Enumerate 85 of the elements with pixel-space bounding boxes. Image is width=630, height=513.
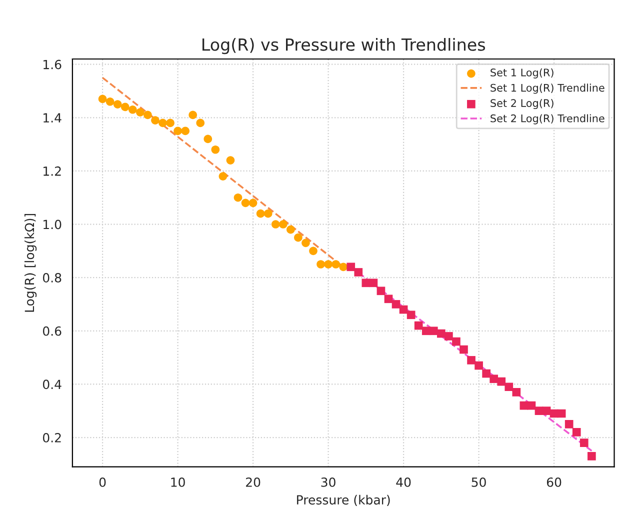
- point: [490, 374, 498, 384]
- point: [354, 268, 363, 276]
- point: [158, 118, 167, 128]
- point: [181, 126, 190, 136]
- y-tick-label: 1.0: [44, 220, 62, 230]
- point: [534, 406, 544, 416]
- point: [309, 246, 318, 256]
- point: [437, 329, 446, 338]
- point: [504, 382, 514, 392]
- point: [174, 126, 182, 136]
- point: [166, 118, 174, 128]
- point: [362, 278, 370, 288]
- point: [144, 110, 152, 120]
- point: [271, 220, 280, 228]
- point: [346, 262, 356, 272]
- point: [316, 260, 325, 268]
- legend-label: Set 2 Log(R) Trendline: [490, 114, 604, 124]
- x-tick-label: 50: [472, 477, 486, 487]
- point: [414, 321, 423, 330]
- legend-label: Set 1 Log(R) Trendline: [490, 84, 604, 94]
- point: [106, 97, 114, 106]
- point: [392, 300, 400, 308]
- point: [557, 409, 566, 418]
- point: [339, 262, 348, 272]
- point: [444, 332, 453, 340]
- point: [384, 294, 393, 304]
- point: [376, 286, 386, 296]
- point: [429, 326, 438, 336]
- point: [512, 388, 521, 396]
- point: [113, 100, 122, 108]
- y-tick-label: 0.2: [42, 432, 61, 442]
- y-axis-title: Log(R) [log(kΩ)]: [24, 214, 37, 312]
- point: [151, 116, 160, 124]
- point: [234, 193, 242, 202]
- point: [286, 225, 295, 234]
- point: [204, 134, 212, 144]
- x-axis-title: Pressure (kbar): [297, 494, 390, 506]
- point: [256, 209, 265, 218]
- x-tick-label: 10: [171, 477, 185, 487]
- point: [332, 260, 340, 268]
- point: [564, 420, 574, 428]
- point: [497, 377, 506, 386]
- point: [226, 156, 235, 164]
- y-tick-label: 0.8: [42, 273, 62, 282]
- point: [406, 310, 416, 320]
- point: [136, 108, 144, 116]
- x-tick-label: 30: [321, 477, 336, 487]
- point: [399, 305, 408, 314]
- point: [294, 233, 302, 242]
- point: [278, 220, 288, 228]
- y-tick-label: 1.4: [44, 113, 62, 122]
- point: [460, 345, 468, 354]
- point: [482, 369, 490, 378]
- y-tick-label: 0.4: [42, 380, 62, 390]
- y-tick-label: 1.2: [44, 166, 61, 176]
- point: [128, 105, 137, 114]
- legend-label: Set 1 Log(R): [490, 68, 554, 78]
- y-tick-label: 0.6: [42, 326, 62, 336]
- point: [369, 278, 378, 288]
- point: [196, 118, 205, 128]
- point: [452, 337, 460, 346]
- point: [211, 145, 220, 154]
- chart-title: Log(R) vs Pressure with Trendlines: [202, 38, 486, 54]
- point: [324, 260, 332, 268]
- point: [302, 238, 310, 248]
- point: [98, 94, 107, 104]
- point: [218, 172, 228, 180]
- point: [572, 428, 581, 436]
- x-tick-label: 20: [246, 477, 260, 487]
- point: [474, 361, 483, 370]
- point: [588, 452, 596, 460]
- point: [467, 356, 476, 364]
- point: [188, 110, 198, 120]
- point: [248, 198, 258, 208]
- point: [527, 401, 536, 410]
- point: [542, 406, 551, 416]
- point: [580, 438, 588, 448]
- point: [264, 209, 272, 218]
- legend-label: Set 2 Log(R): [490, 98, 554, 110]
- y-tick-label: 1.6: [44, 60, 62, 70]
- x-tick-label: 60: [546, 477, 562, 487]
- x-tick-label: 40: [396, 477, 411, 487]
- point: [120, 102, 130, 112]
- point: [241, 198, 250, 208]
- x-tick-label: 0: [99, 477, 106, 487]
